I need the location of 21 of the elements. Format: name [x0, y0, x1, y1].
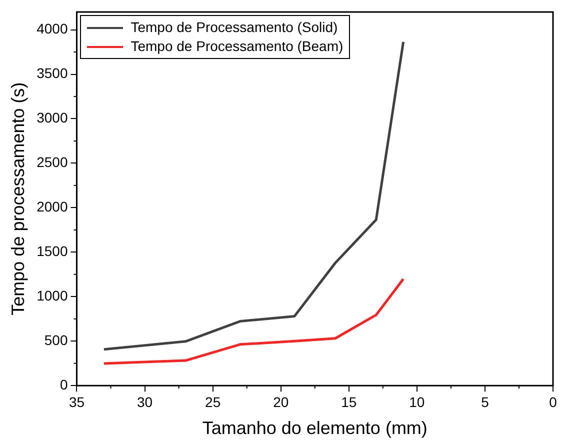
legend-label: Tempo de Processamento (Beam)	[130, 37, 344, 56]
y-tick-label: 2000	[36, 198, 68, 215]
x-tick-label: 10	[409, 394, 425, 410]
x-tick-label: 30	[136, 394, 153, 410]
y-tick-label: 1500	[36, 243, 68, 260]
y-tick-label: 3500	[36, 65, 68, 82]
y-axis-title: Tempo de processamento (s)	[8, 82, 28, 316]
x-axis-title: Tamanho do elemento (mm)	[202, 418, 428, 438]
x-tick-label: 15	[341, 394, 357, 410]
legend-label: Tempo de Processamento (Solid)	[130, 18, 338, 37]
x-tick-label: 5	[481, 394, 490, 410]
y-tick-label: 0	[60, 376, 68, 392]
x-tick-label: 20	[273, 394, 289, 410]
x-tick-label: 25	[205, 394, 221, 410]
y-tick-label: 4000	[36, 20, 68, 37]
x-tick-label: 35	[68, 394, 85, 410]
y-tick-label: 2500	[36, 154, 68, 170]
x-tick-label: 0	[549, 394, 558, 410]
y-tick-label: 1000	[36, 288, 68, 304]
y-tick-label: 3000	[36, 110, 68, 126]
y-tick-label: 500	[44, 332, 68, 348]
